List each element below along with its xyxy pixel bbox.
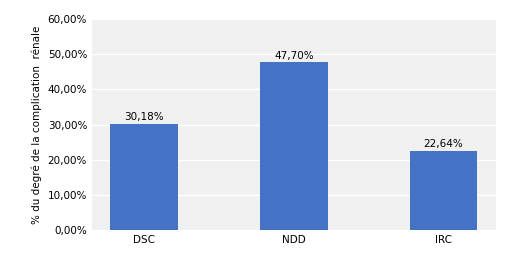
Text: 30,18%: 30,18% [124, 112, 164, 122]
Bar [410, 151, 477, 230]
Bar [260, 62, 328, 230]
Y-axis label: % du degré de la complication  rénale: % du degré de la complication rénale [32, 25, 42, 224]
Text: 47,70%: 47,70% [274, 50, 314, 60]
Text: 22,64%: 22,64% [424, 139, 463, 149]
Bar [110, 124, 178, 230]
